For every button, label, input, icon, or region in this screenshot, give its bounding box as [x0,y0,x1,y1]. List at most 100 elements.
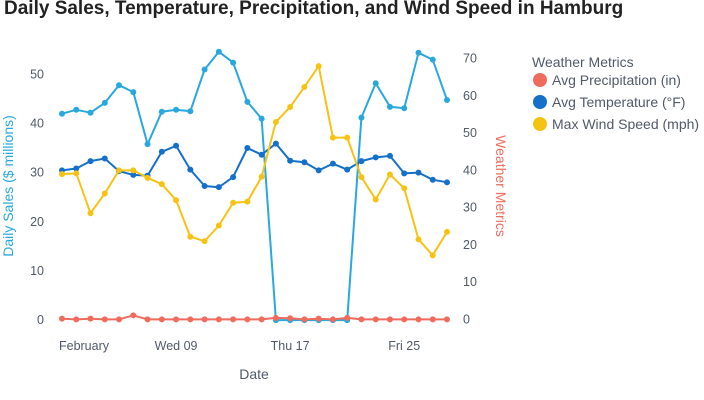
data-point [201,183,208,190]
legend-marker [533,117,547,131]
chart-title: Daily Sales, Temperature, Precipitation,… [4,0,624,19]
data-point [158,316,165,323]
chart-legend: Weather Metrics Avg Precipitation (in) Avg… [532,54,699,132]
data-point [201,316,208,323]
data-point [116,82,123,89]
data-point [372,196,379,203]
y-right-axis-label: Weather Metrics [493,135,509,237]
data-point [173,106,180,113]
data-point [244,198,251,205]
legend-item[interactable]: Max Wind Speed (mph) [533,116,699,132]
legend-item[interactable]: Avg Temperature (°F) [533,94,685,110]
legend-item[interactable]: Avg Precipitation (in) [533,72,681,88]
data-point [230,316,237,323]
data-point [444,316,450,323]
y-right-tick-label: 0 [463,312,470,326]
data-point [230,199,237,206]
data-point [344,166,351,173]
data-point [130,171,137,178]
data-point [101,99,108,106]
data-point [372,80,379,87]
data-point [59,110,65,117]
data-point [258,173,265,180]
data-point [258,316,265,323]
data-point [444,96,450,103]
y-left-tick-label: 30 [30,166,44,180]
y-left-tick-label: 0 [37,313,44,327]
series-layer [59,48,450,324]
data-point [415,316,422,323]
data-point [415,169,422,176]
data-point [173,142,180,149]
y-left-axis-label: Daily Sales ($ millions) [0,115,16,257]
data-point [429,56,436,63]
y-right-tick-label: 70 [463,52,477,66]
data-point [230,59,237,66]
data-point [187,108,194,115]
y-right-tick-label: 50 [463,126,477,140]
x-tick-label: Thu 17 [271,339,310,353]
data-point [301,83,308,90]
data-point [87,315,94,322]
x-tick-label: February [59,339,110,353]
legend-label: Max Wind Speed (mph) [552,116,699,132]
data-point [315,167,322,174]
data-point [215,48,222,55]
data-point [429,252,436,259]
data-point [415,236,422,243]
data-point [101,190,108,197]
data-point [358,114,365,121]
data-point [201,66,208,73]
data-point [87,210,94,217]
data-point [187,233,194,240]
data-point [272,118,279,125]
legend-label: Avg Temperature (°F) [552,94,685,110]
data-point [329,316,336,323]
data-point [215,184,222,191]
data-point [144,316,151,323]
data-point [187,166,194,173]
legend-title: Weather Metrics [532,54,634,70]
y-left-tick-label: 20 [30,215,44,229]
series-line [61,142,448,189]
data-point [315,315,322,322]
data-point [258,115,265,122]
data-point [158,181,165,188]
data-point [73,316,80,323]
data-point [101,155,108,162]
data-point [73,170,80,177]
data-point [59,315,65,322]
data-point [386,103,393,110]
data-point [401,170,408,177]
data-point [401,185,408,192]
legend-marker [533,95,547,109]
y-right-tick-label: 10 [463,275,477,289]
data-point [59,171,65,178]
y-right-tick-label: 40 [463,163,477,177]
legend-label: Avg Precipitation (in) [552,72,681,88]
series-line [61,65,448,257]
data-point [215,222,222,229]
data-point [116,316,123,323]
data-point [158,148,165,155]
data-point [444,228,450,235]
data-point [244,98,251,105]
y-left-tick-label: 10 [30,264,44,278]
data-point [386,171,393,178]
data-point [130,89,137,96]
data-point [372,154,379,161]
data-point [429,176,436,183]
data-point [301,316,308,323]
data-point [358,174,365,181]
data-point [173,316,180,323]
series-daily-sales [59,48,450,324]
y-left-tick-label: 40 [30,117,44,131]
legend-marker [533,73,547,87]
data-point [272,140,279,147]
data-point [429,316,436,323]
data-point [287,104,294,111]
data-point [187,316,194,323]
data-point [358,316,365,323]
y-right-tick-label: 20 [463,238,477,252]
data-point [415,49,422,56]
